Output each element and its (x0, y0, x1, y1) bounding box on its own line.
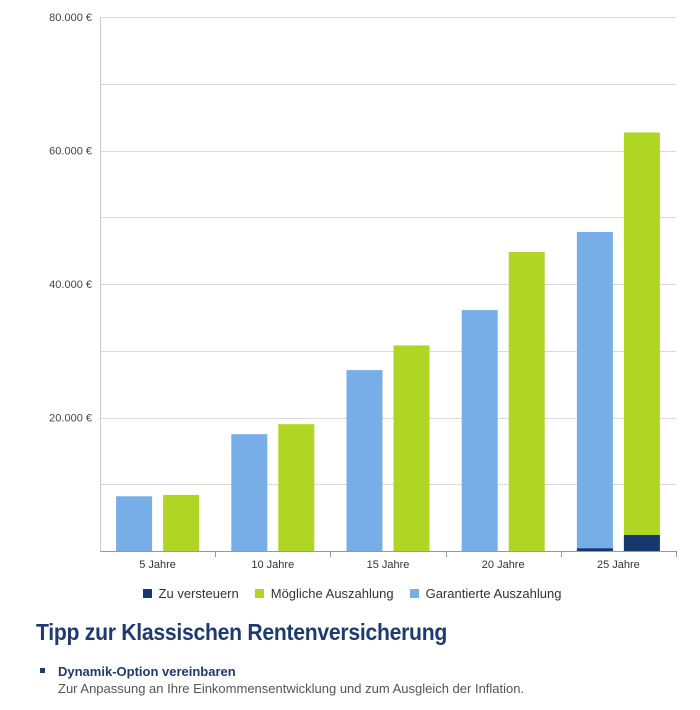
tip-item-heading: Dynamik-Option vereinbaren (58, 664, 236, 679)
bar-guaranteed (116, 496, 153, 551)
tip-item: Dynamik-Option vereinbaren Zur Anpassung… (40, 663, 680, 698)
legend-swatch-guaranteed (409, 588, 419, 598)
x-tick-label: 15 Jahre (367, 559, 410, 571)
bar-guaranteed (231, 434, 268, 551)
x-tick-label: 5 Jahre (139, 559, 176, 571)
tip-item-text: Zur Anpassung an Ihre Einkommensentwickl… (58, 681, 525, 696)
y-tick-label: 40.000 € (49, 279, 92, 291)
tip-title: Tipp zur Klassischen Rentenversicherung (36, 619, 447, 645)
chart-legend: Zu versteuern Mögliche Auszahlung Garant… (0, 583, 700, 603)
legend-item-guaranteed[interactable]: Garantierte Auszahlung (409, 585, 562, 601)
bar-guaranteed (346, 370, 383, 551)
legend-label-possible: Mögliche Auszahlung (270, 585, 394, 601)
legend-item-taxable[interactable]: Zu versteuern (142, 585, 239, 601)
bar-guaranteed (461, 310, 498, 551)
bullet-icon (40, 668, 45, 673)
legend-swatch-taxable (142, 588, 152, 598)
bar-possible (393, 345, 430, 551)
legend-label-taxable: Zu versteuern (158, 585, 239, 601)
y-tick-label: 60.000 € (49, 146, 92, 158)
bar-possible (508, 251, 545, 551)
x-tick-label: 20 Jahre (482, 559, 525, 571)
y-tick-label: 20.000 € (49, 413, 92, 425)
bar-possible (278, 424, 315, 551)
y-tick-label: 80.000 € (49, 12, 92, 24)
tip-list: Dynamik-Option vereinbaren Zur Anpassung… (40, 663, 680, 698)
bar-taxable (576, 548, 613, 551)
chart-area: 20.000 € 40.000 € 60.000 € 80.000 € 5 Jahre 1… (49, 12, 677, 571)
x-tick-label: 25 Jahre (597, 559, 640, 571)
bar-chart: 20.000 € 40.000 € 60.000 € 80.000 € 5 Jahre 1… (49, 12, 677, 571)
bar-possible (623, 132, 660, 552)
legend-label-guaranteed: Garantierte Auszahlung (425, 585, 562, 601)
legend-item-possible[interactable]: Mögliche Auszahlung (254, 585, 394, 601)
x-tick-label: 10 Jahre (251, 559, 294, 571)
legend-swatch-possible (254, 588, 264, 598)
bar-guaranteed (576, 231, 613, 551)
bar-taxable (623, 534, 660, 551)
bar-possible (163, 494, 200, 551)
